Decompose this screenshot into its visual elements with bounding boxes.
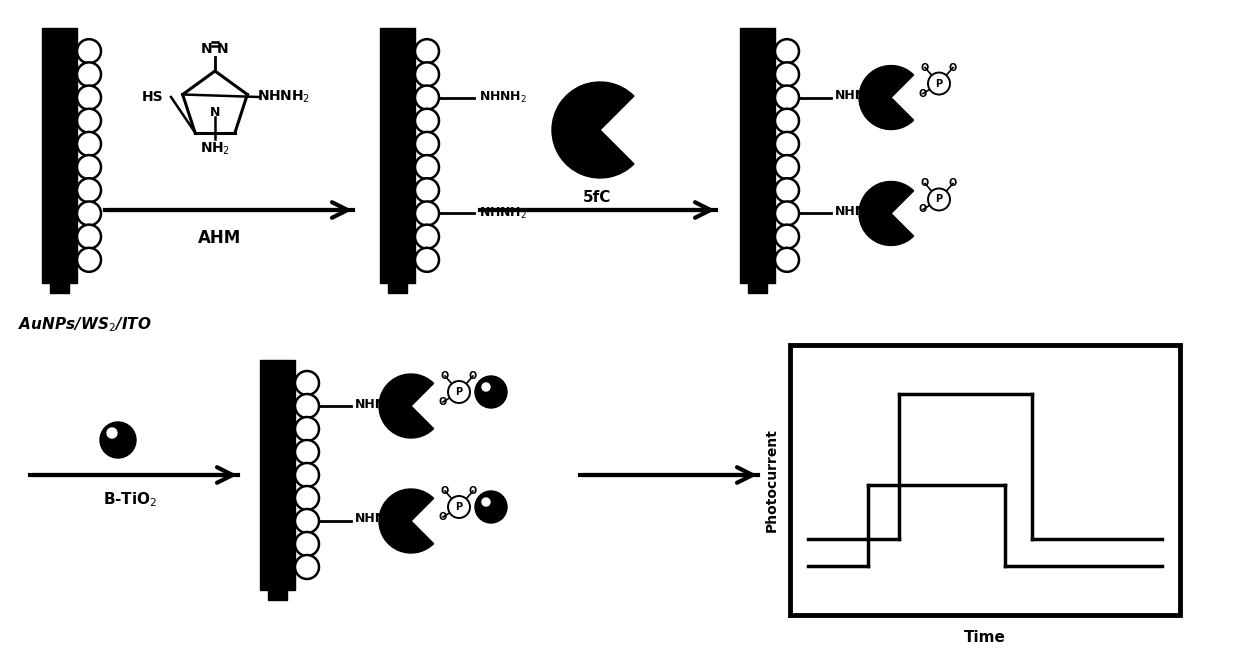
Circle shape: [415, 63, 439, 87]
Circle shape: [448, 496, 470, 518]
Text: P: P: [935, 194, 942, 204]
Bar: [740, 28, 775, 283]
Text: O: O: [949, 63, 957, 73]
Circle shape: [100, 422, 136, 458]
Text: NHNH$_2$: NHNH$_2$: [479, 90, 527, 105]
Text: Time: Time: [963, 629, 1006, 645]
Text: AHM: AHM: [198, 229, 242, 247]
Text: O: O: [439, 397, 448, 407]
Bar: [268, 590, 288, 600]
Wedge shape: [379, 374, 434, 438]
Text: AuNPs/WS$_2$/ITO: AuNPs/WS$_2$/ITO: [19, 316, 151, 334]
Circle shape: [775, 178, 799, 202]
Text: O: O: [469, 371, 477, 381]
Text: Photocurrent: Photocurrent: [765, 428, 779, 532]
Wedge shape: [552, 82, 634, 178]
Circle shape: [77, 85, 100, 109]
Bar: [379, 28, 415, 283]
Text: P: P: [455, 502, 463, 512]
Text: NHN=: NHN=: [355, 513, 397, 525]
Circle shape: [775, 155, 799, 179]
Circle shape: [77, 178, 100, 202]
Circle shape: [77, 201, 100, 226]
Text: O: O: [441, 371, 449, 381]
Circle shape: [415, 155, 439, 179]
Circle shape: [415, 109, 439, 133]
Wedge shape: [379, 489, 434, 553]
Circle shape: [415, 178, 439, 202]
Circle shape: [775, 132, 799, 156]
Text: O: O: [919, 89, 928, 99]
Text: 5fC: 5fC: [583, 190, 611, 206]
Bar: [748, 283, 768, 293]
Text: NHN=: NHN=: [835, 89, 877, 102]
Circle shape: [775, 109, 799, 133]
Circle shape: [295, 394, 319, 418]
Circle shape: [775, 39, 799, 63]
Text: HS: HS: [143, 90, 164, 104]
Wedge shape: [859, 181, 914, 246]
Circle shape: [295, 463, 319, 487]
Circle shape: [77, 155, 100, 179]
Text: P: P: [935, 79, 942, 89]
Circle shape: [448, 381, 470, 403]
Text: (b): (b): [1083, 378, 1106, 392]
Circle shape: [77, 39, 100, 63]
Circle shape: [482, 383, 490, 391]
Text: NHNH$_2$: NHNH$_2$: [258, 89, 310, 105]
Circle shape: [77, 132, 100, 156]
Text: NHN=: NHN=: [835, 205, 877, 218]
Text: (a): (a): [928, 513, 950, 527]
Circle shape: [482, 498, 490, 506]
Text: O: O: [949, 178, 957, 188]
Circle shape: [77, 248, 100, 272]
Bar: [790, 345, 1180, 615]
Circle shape: [475, 491, 507, 523]
Circle shape: [415, 39, 439, 63]
Circle shape: [77, 109, 100, 133]
Circle shape: [775, 85, 799, 109]
Circle shape: [295, 440, 319, 464]
Text: N: N: [217, 42, 229, 56]
Text: NH$_2$: NH$_2$: [200, 141, 231, 157]
Circle shape: [928, 188, 950, 210]
Text: NHN=: NHN=: [355, 398, 397, 410]
Text: N: N: [210, 107, 221, 119]
Circle shape: [295, 417, 319, 441]
Bar: [388, 283, 407, 293]
Circle shape: [77, 224, 100, 248]
Circle shape: [415, 224, 439, 248]
Circle shape: [415, 248, 439, 272]
Text: NHNH$_2$: NHNH$_2$: [479, 206, 527, 221]
Circle shape: [295, 509, 319, 533]
Text: O: O: [921, 178, 929, 188]
Text: B-TiO$_2$: B-TiO$_2$: [103, 491, 157, 509]
Circle shape: [475, 376, 507, 408]
Circle shape: [295, 371, 319, 395]
Text: P: P: [455, 387, 463, 397]
Circle shape: [295, 532, 319, 556]
Bar: [50, 283, 69, 293]
Circle shape: [775, 63, 799, 87]
Text: O: O: [441, 486, 449, 496]
Circle shape: [295, 486, 319, 510]
Text: O: O: [921, 63, 929, 73]
Circle shape: [415, 132, 439, 156]
Circle shape: [775, 224, 799, 248]
Text: O: O: [469, 486, 477, 496]
Circle shape: [77, 63, 100, 87]
Bar: [260, 360, 295, 590]
Circle shape: [928, 73, 950, 95]
Circle shape: [415, 201, 439, 226]
Circle shape: [775, 201, 799, 226]
Circle shape: [295, 555, 319, 579]
Text: O: O: [439, 512, 448, 522]
Text: O: O: [919, 204, 928, 214]
Circle shape: [775, 248, 799, 272]
Circle shape: [415, 85, 439, 109]
Wedge shape: [859, 65, 914, 130]
Text: N: N: [201, 42, 213, 56]
Bar: [42, 28, 77, 283]
Circle shape: [107, 428, 117, 438]
